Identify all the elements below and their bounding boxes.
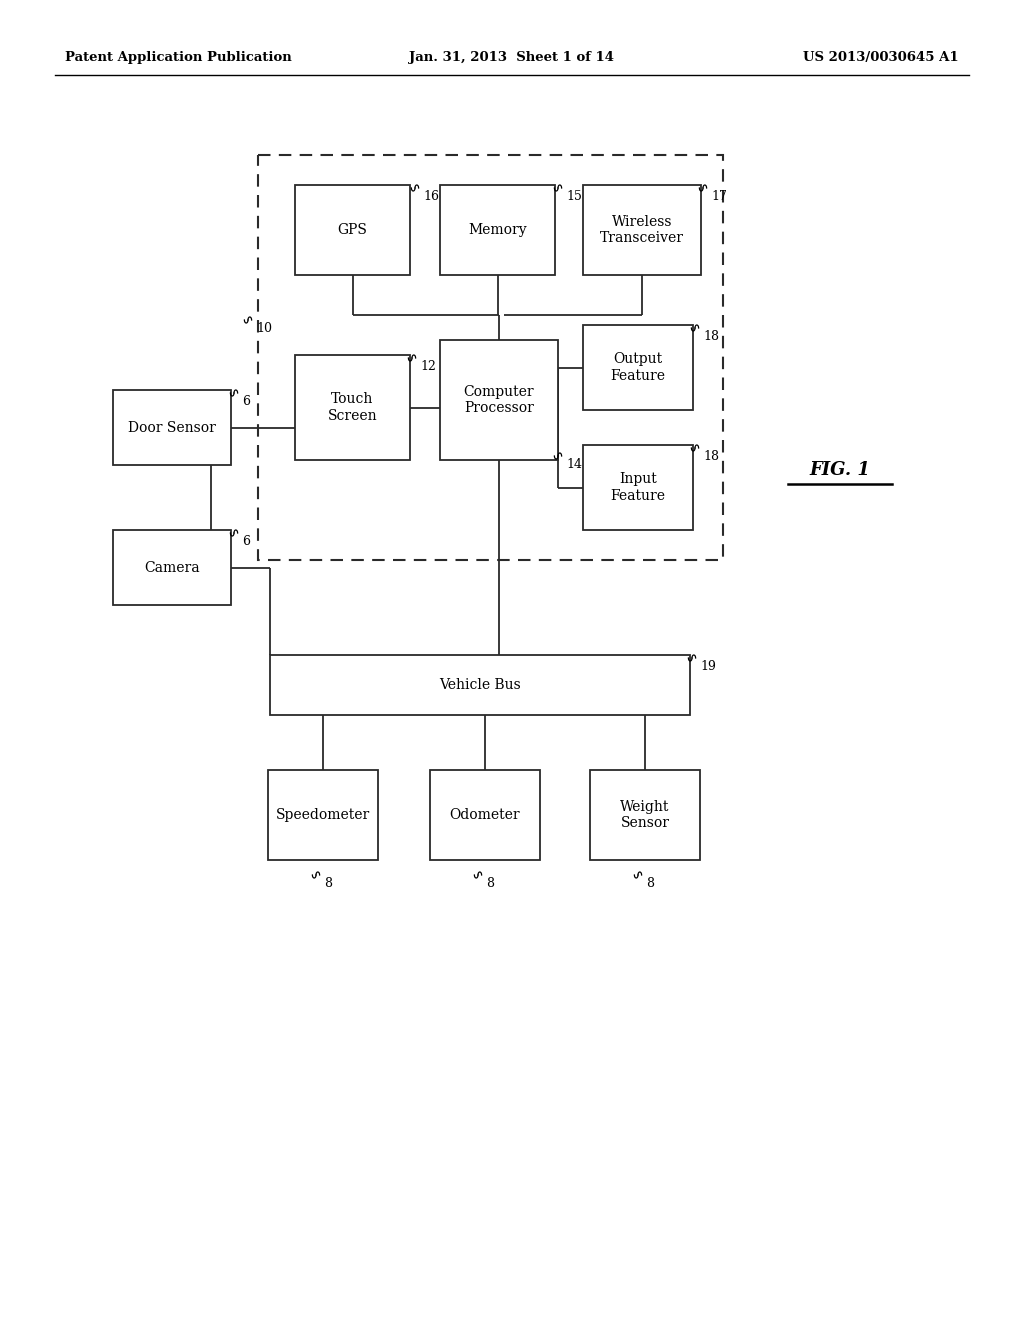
Bar <box>583 445 693 531</box>
Bar <box>590 770 700 861</box>
Bar <box>295 355 410 459</box>
Bar <box>440 341 558 459</box>
Text: Touch
Screen: Touch Screen <box>328 392 377 422</box>
Text: Speedometer: Speedometer <box>275 808 370 822</box>
Text: Computer
Processor: Computer Processor <box>464 385 535 414</box>
Text: 17: 17 <box>711 190 727 203</box>
Text: Input
Feature: Input Feature <box>610 473 666 503</box>
Bar <box>268 770 378 861</box>
Text: 19: 19 <box>700 660 716 673</box>
Bar <box>583 325 693 411</box>
Text: Camera: Camera <box>144 561 200 574</box>
Text: 8: 8 <box>486 876 494 890</box>
Bar <box>583 185 701 275</box>
Bar <box>430 770 540 861</box>
Text: Memory: Memory <box>468 223 526 238</box>
Bar <box>295 185 410 275</box>
Bar <box>258 154 723 560</box>
Text: 10: 10 <box>256 322 272 335</box>
Text: Patent Application Publication: Patent Application Publication <box>65 51 292 65</box>
Text: Odometer: Odometer <box>450 808 520 822</box>
Text: Door Sensor: Door Sensor <box>128 421 216 434</box>
Bar <box>113 389 231 465</box>
Text: FIG. 1: FIG. 1 <box>810 461 870 479</box>
Text: 18: 18 <box>703 450 719 463</box>
Text: 8: 8 <box>324 876 332 890</box>
Bar <box>270 655 690 715</box>
Text: GPS: GPS <box>338 223 368 238</box>
Text: 16: 16 <box>423 190 439 203</box>
Text: 6: 6 <box>242 395 250 408</box>
Text: 6: 6 <box>242 535 250 548</box>
Text: 8: 8 <box>646 876 654 890</box>
Text: 18: 18 <box>703 330 719 343</box>
Bar <box>440 185 555 275</box>
Text: Vehicle Bus: Vehicle Bus <box>439 678 521 692</box>
Text: Weight
Sensor: Weight Sensor <box>621 800 670 830</box>
Text: Output
Feature: Output Feature <box>610 352 666 383</box>
Text: 12: 12 <box>420 360 436 374</box>
Text: Jan. 31, 2013  Sheet 1 of 14: Jan. 31, 2013 Sheet 1 of 14 <box>410 51 614 65</box>
Text: US 2013/0030645 A1: US 2013/0030645 A1 <box>804 51 959 65</box>
Text: Wireless
Transceiver: Wireless Transceiver <box>600 215 684 246</box>
Bar <box>113 531 231 605</box>
Text: 15: 15 <box>566 190 582 203</box>
Text: 14: 14 <box>566 458 582 471</box>
